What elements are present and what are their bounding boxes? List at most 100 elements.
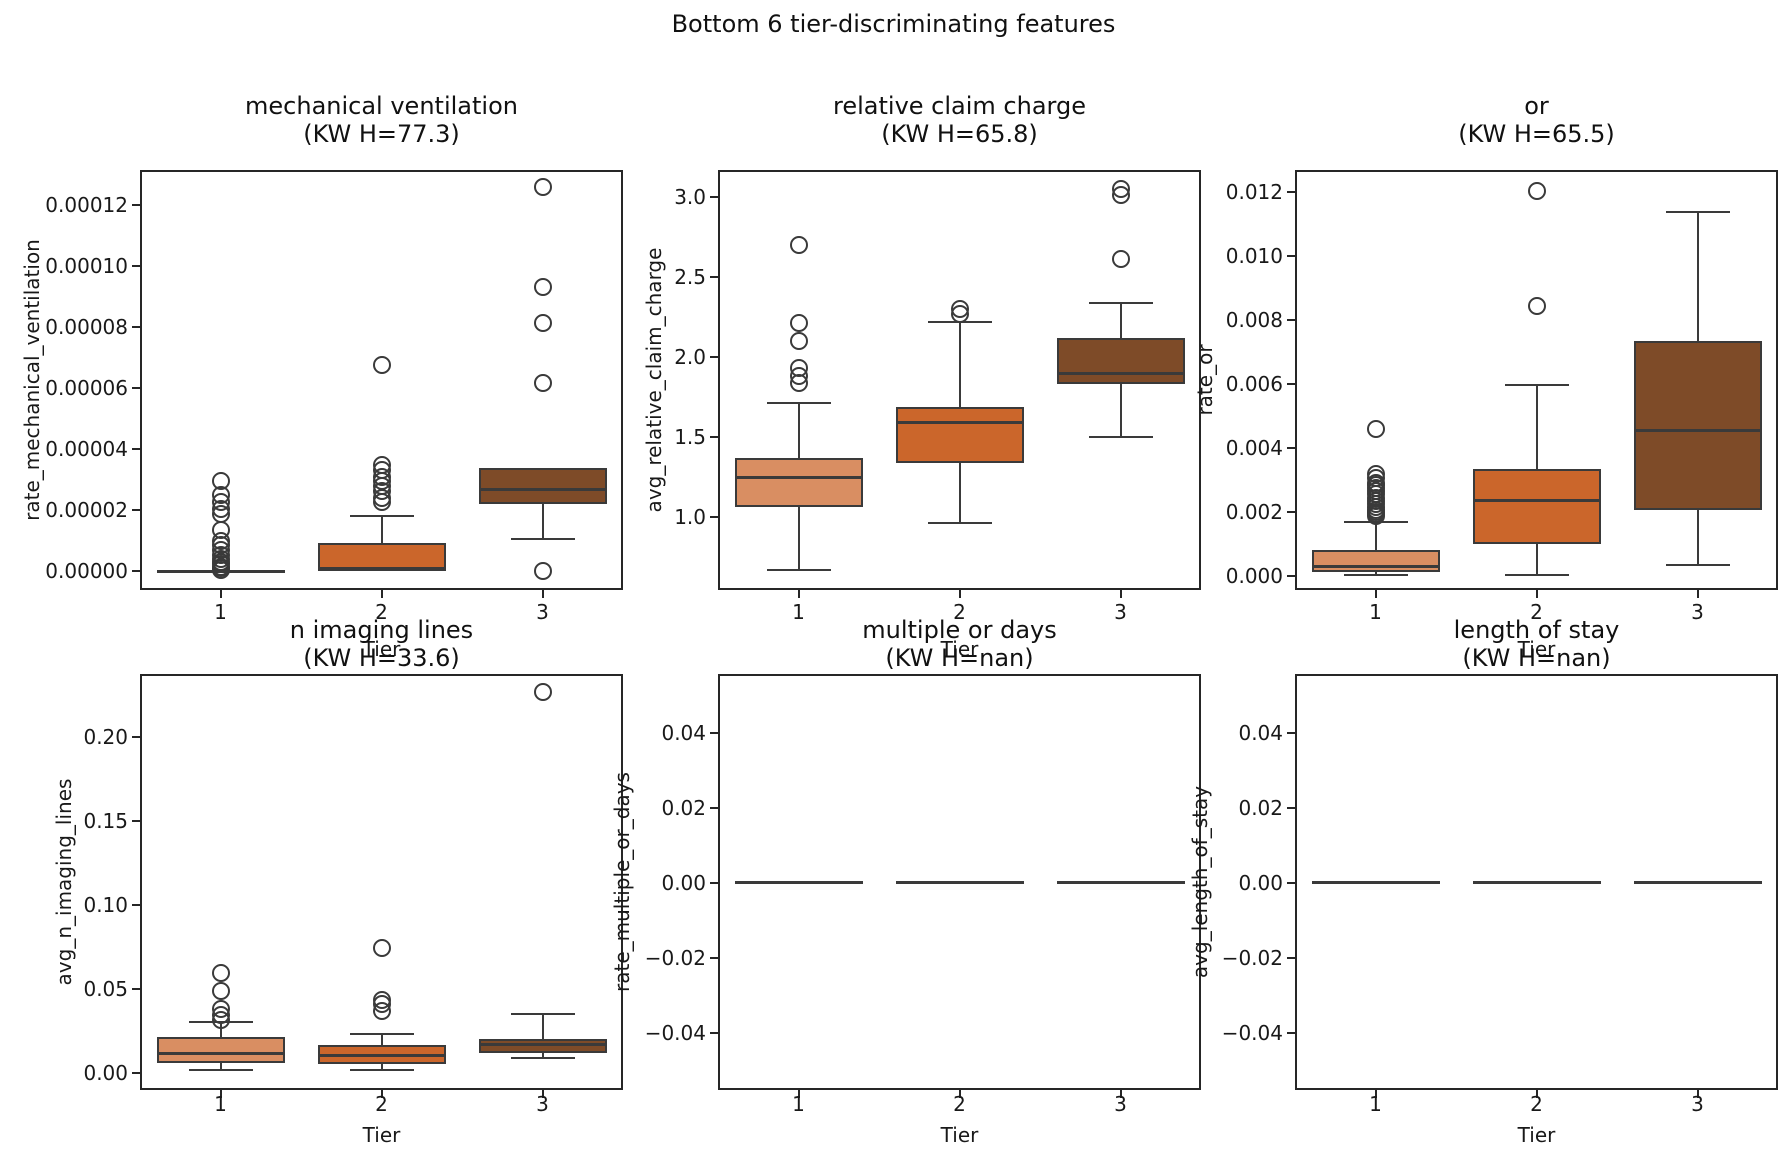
y-tick-label: 0.00012 bbox=[45, 193, 128, 218]
x-tick-mark bbox=[797, 590, 800, 598]
whisker-cap bbox=[1343, 574, 1408, 577]
x-axis-label: Tier bbox=[940, 1123, 979, 1147]
outlier-point bbox=[211, 964, 230, 983]
x-tick-mark bbox=[219, 590, 222, 598]
whisker bbox=[380, 1064, 383, 1070]
y-tick-mark bbox=[1287, 806, 1295, 809]
outlier-point bbox=[533, 314, 552, 333]
y-tick-mark bbox=[1287, 319, 1295, 322]
outlier-point bbox=[1366, 507, 1385, 526]
whisker-cap bbox=[1504, 574, 1569, 577]
whisker bbox=[1374, 571, 1377, 576]
subplot-title-line1: or bbox=[1524, 92, 1549, 120]
y-tick-label: 0.02 bbox=[1238, 795, 1283, 820]
subplot-title-line1: n imaging lines bbox=[289, 616, 474, 644]
y-tick-label: 0.04 bbox=[661, 720, 706, 745]
subplot-title-line1: mechanical ventilation bbox=[245, 92, 518, 120]
y-tick-mark bbox=[710, 516, 718, 519]
y-tick-label: 0.00 bbox=[661, 870, 706, 895]
x-tick-label: 2 bbox=[1530, 600, 1543, 624]
y-tick-mark bbox=[710, 957, 718, 960]
y-tick-label: 0.15 bbox=[83, 809, 128, 833]
outlier-point bbox=[533, 177, 552, 196]
y-axis-label: avg_n_imaging_lines bbox=[52, 778, 76, 986]
outlier-point bbox=[1366, 419, 1385, 438]
y-tick-label: −0.02 bbox=[644, 946, 706, 971]
outlier-point bbox=[533, 374, 552, 393]
whisker-cap bbox=[510, 538, 575, 541]
x-tick-mark bbox=[219, 1090, 222, 1098]
y-tick-label: −0.02 bbox=[1221, 946, 1283, 971]
y-tick-mark bbox=[710, 731, 718, 734]
median-line bbox=[478, 488, 607, 492]
median-line bbox=[478, 1042, 607, 1046]
subplot-title: or (KW H=65.5) bbox=[1277, 92, 1787, 148]
y-tick-mark bbox=[132, 820, 140, 822]
whisker bbox=[541, 1053, 544, 1059]
axes bbox=[140, 674, 623, 1090]
y-tick-mark bbox=[710, 436, 718, 439]
y-tick-mark bbox=[1287, 447, 1295, 450]
median-line bbox=[317, 1053, 446, 1057]
whisker bbox=[1119, 384, 1122, 438]
x-tick-mark bbox=[1535, 590, 1538, 598]
subplot-title-line2: (KW H=77.3) bbox=[303, 120, 460, 148]
whisker bbox=[219, 1022, 222, 1038]
x-tick-mark bbox=[380, 1090, 383, 1098]
box-rect bbox=[1311, 549, 1440, 572]
y-tick-mark bbox=[710, 806, 718, 809]
y-tick-mark bbox=[1287, 191, 1295, 194]
y-tick-mark bbox=[1287, 383, 1295, 386]
y-tick-mark bbox=[132, 448, 140, 451]
whisker bbox=[1696, 211, 1699, 341]
degenerate-box-line bbox=[1056, 881, 1185, 885]
whisker bbox=[1374, 522, 1377, 550]
y-tick-mark bbox=[710, 276, 718, 279]
y-tick-label: 2.0 bbox=[674, 345, 706, 370]
y-axis-label: avg_relative_claim_charge bbox=[642, 247, 666, 513]
x-tick-label: 2 bbox=[375, 600, 388, 624]
degenerate-box-line bbox=[895, 881, 1024, 885]
y-tick-label: −0.04 bbox=[644, 1021, 706, 1046]
whisker-cap bbox=[349, 515, 414, 518]
y-tick-label: 0.012 bbox=[1225, 180, 1283, 205]
x-tick-label: 3 bbox=[1691, 1092, 1704, 1116]
x-axis-label: Tier bbox=[940, 637, 979, 661]
x-tick-label: 3 bbox=[1691, 600, 1704, 624]
subplot-title: n imaging lines (KW H=33.6) bbox=[122, 616, 642, 672]
y-tick-label: 0.00006 bbox=[45, 376, 128, 401]
y-tick-mark bbox=[132, 265, 140, 268]
whisker-cap bbox=[766, 568, 831, 571]
y-tick-label: 0.10 bbox=[83, 893, 128, 918]
x-tick-label: 2 bbox=[953, 1092, 966, 1116]
whisker-cap bbox=[1665, 563, 1730, 566]
whisker bbox=[541, 1013, 544, 1040]
y-tick-label: 0.008 bbox=[1225, 308, 1283, 333]
box-rect bbox=[317, 543, 446, 572]
x-tick-label: 3 bbox=[1114, 1092, 1127, 1116]
whisker bbox=[797, 507, 800, 570]
outlier-point bbox=[1527, 182, 1546, 201]
box-rect bbox=[1056, 337, 1185, 385]
outlier-point bbox=[789, 236, 808, 255]
x-tick-label: 2 bbox=[1530, 1092, 1543, 1116]
subplot-title: relative claim charge (KW H=65.8) bbox=[700, 92, 1220, 148]
whisker-cap bbox=[766, 402, 831, 405]
outlier-point bbox=[1527, 297, 1546, 316]
y-tick-label: 1.0 bbox=[674, 505, 706, 530]
x-tick-label: 1 bbox=[214, 1092, 227, 1116]
x-axis-label: Tier bbox=[1517, 1123, 1556, 1147]
x-tick-mark bbox=[541, 1090, 544, 1098]
whisker bbox=[541, 503, 544, 540]
x-axis-label: Tier bbox=[1517, 637, 1556, 661]
outlier-point bbox=[211, 1010, 230, 1029]
median-line bbox=[734, 475, 863, 479]
y-tick-label: 0.00000 bbox=[45, 559, 128, 584]
x-tick-label: 1 bbox=[792, 600, 805, 624]
whisker bbox=[380, 1034, 383, 1045]
y-tick-mark bbox=[1287, 1032, 1295, 1035]
whisker-cap bbox=[1504, 384, 1569, 387]
box-rect bbox=[895, 406, 1024, 463]
y-tick-label: 0.010 bbox=[1225, 244, 1283, 269]
